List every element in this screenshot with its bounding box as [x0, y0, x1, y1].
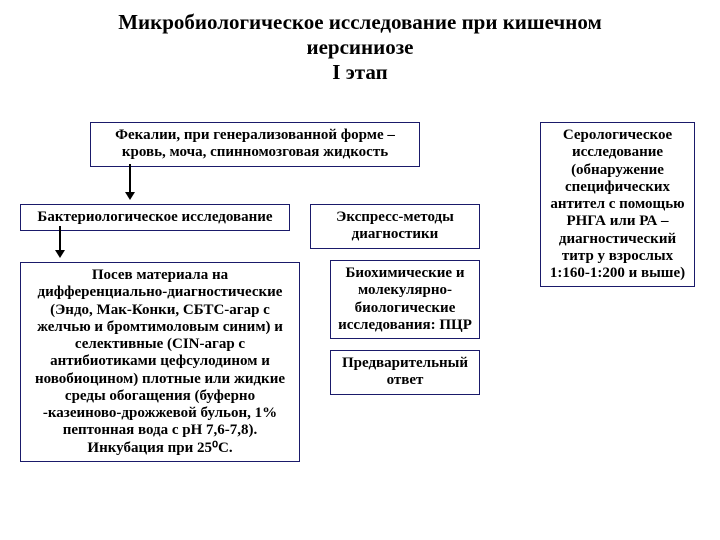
box-pcr-text: Биохимические и молекулярно-биологически… [338, 265, 472, 333]
title-line-2: иерсиниозе [307, 35, 414, 59]
box-specimen-text: Фекалии, при генерализованной форме – кр… [115, 127, 395, 160]
arrow-down-icon [123, 164, 137, 200]
title-line-1: Микробиологическое исследование при кише… [118, 10, 602, 34]
box-bacterio-text: Бактериологическое исследование [37, 209, 272, 225]
box-culture: Посев материала на дифференциально-диагн… [20, 262, 300, 462]
box-preliminary: Предварительный ответ [330, 350, 480, 395]
box-preliminary-text: Предварительный ответ [342, 355, 468, 388]
box-express: Экспресс-методы диагностики [310, 204, 480, 249]
title-line-3: I этап [332, 60, 387, 84]
box-serology-text: Серологическое исследование (обнаружение… [550, 127, 685, 281]
box-serology: Серологическое исследование (обнаружение… [540, 122, 695, 287]
arrow-down-icon [53, 226, 67, 258]
page-title: Микробиологическое исследование при кише… [20, 10, 700, 86]
box-culture-text: Посев материала на дифференциально-диагн… [35, 267, 285, 456]
box-express-text: Экспресс-методы диагностики [336, 209, 454, 242]
box-pcr: Биохимические и молекулярно-биологически… [330, 260, 480, 339]
box-specimen: Фекалии, при генерализованной форме – кр… [90, 122, 420, 167]
